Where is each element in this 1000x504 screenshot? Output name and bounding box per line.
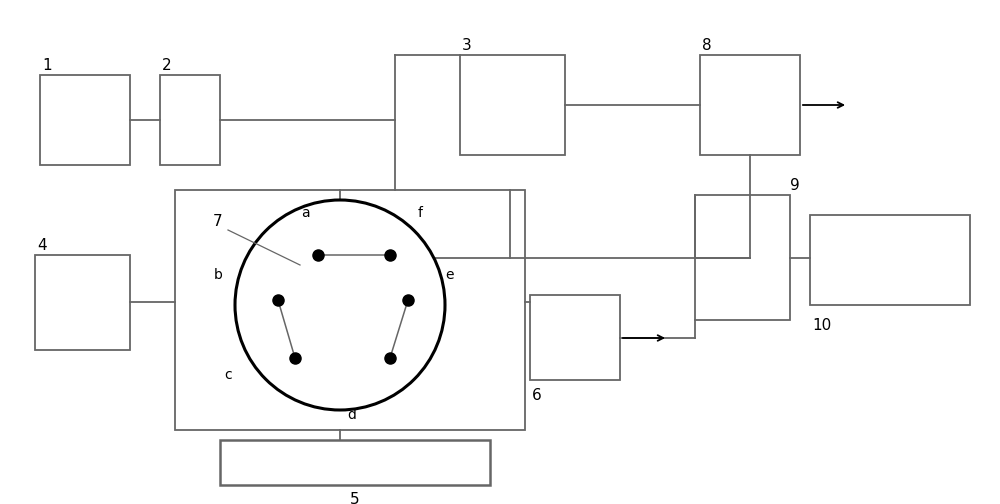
Bar [40,75,130,165]
Text: c: c [224,368,232,382]
Text: e: e [446,268,454,282]
Text: 4: 4 [37,238,47,253]
Text: 7: 7 [213,215,223,229]
Text: 2: 2 [162,58,172,73]
Text: 1: 1 [42,58,52,73]
Bar [530,295,620,380]
Bar [35,255,130,350]
Text: 10: 10 [812,318,831,333]
Bar [810,215,970,305]
Text: 8: 8 [702,38,712,53]
Text: b: b [214,268,222,282]
Bar [460,55,565,155]
Text: 5: 5 [350,492,360,504]
Bar [700,55,800,155]
Text: 9: 9 [790,178,800,193]
Text: a: a [301,206,309,220]
Circle shape [235,200,445,410]
Text: 3: 3 [462,38,472,53]
Bar [220,440,490,485]
Text: 6: 6 [532,388,542,403]
Bar [695,195,790,320]
Text: f: f [418,206,422,220]
Text: d: d [348,408,356,422]
Bar [175,190,525,430]
Bar [160,75,220,165]
